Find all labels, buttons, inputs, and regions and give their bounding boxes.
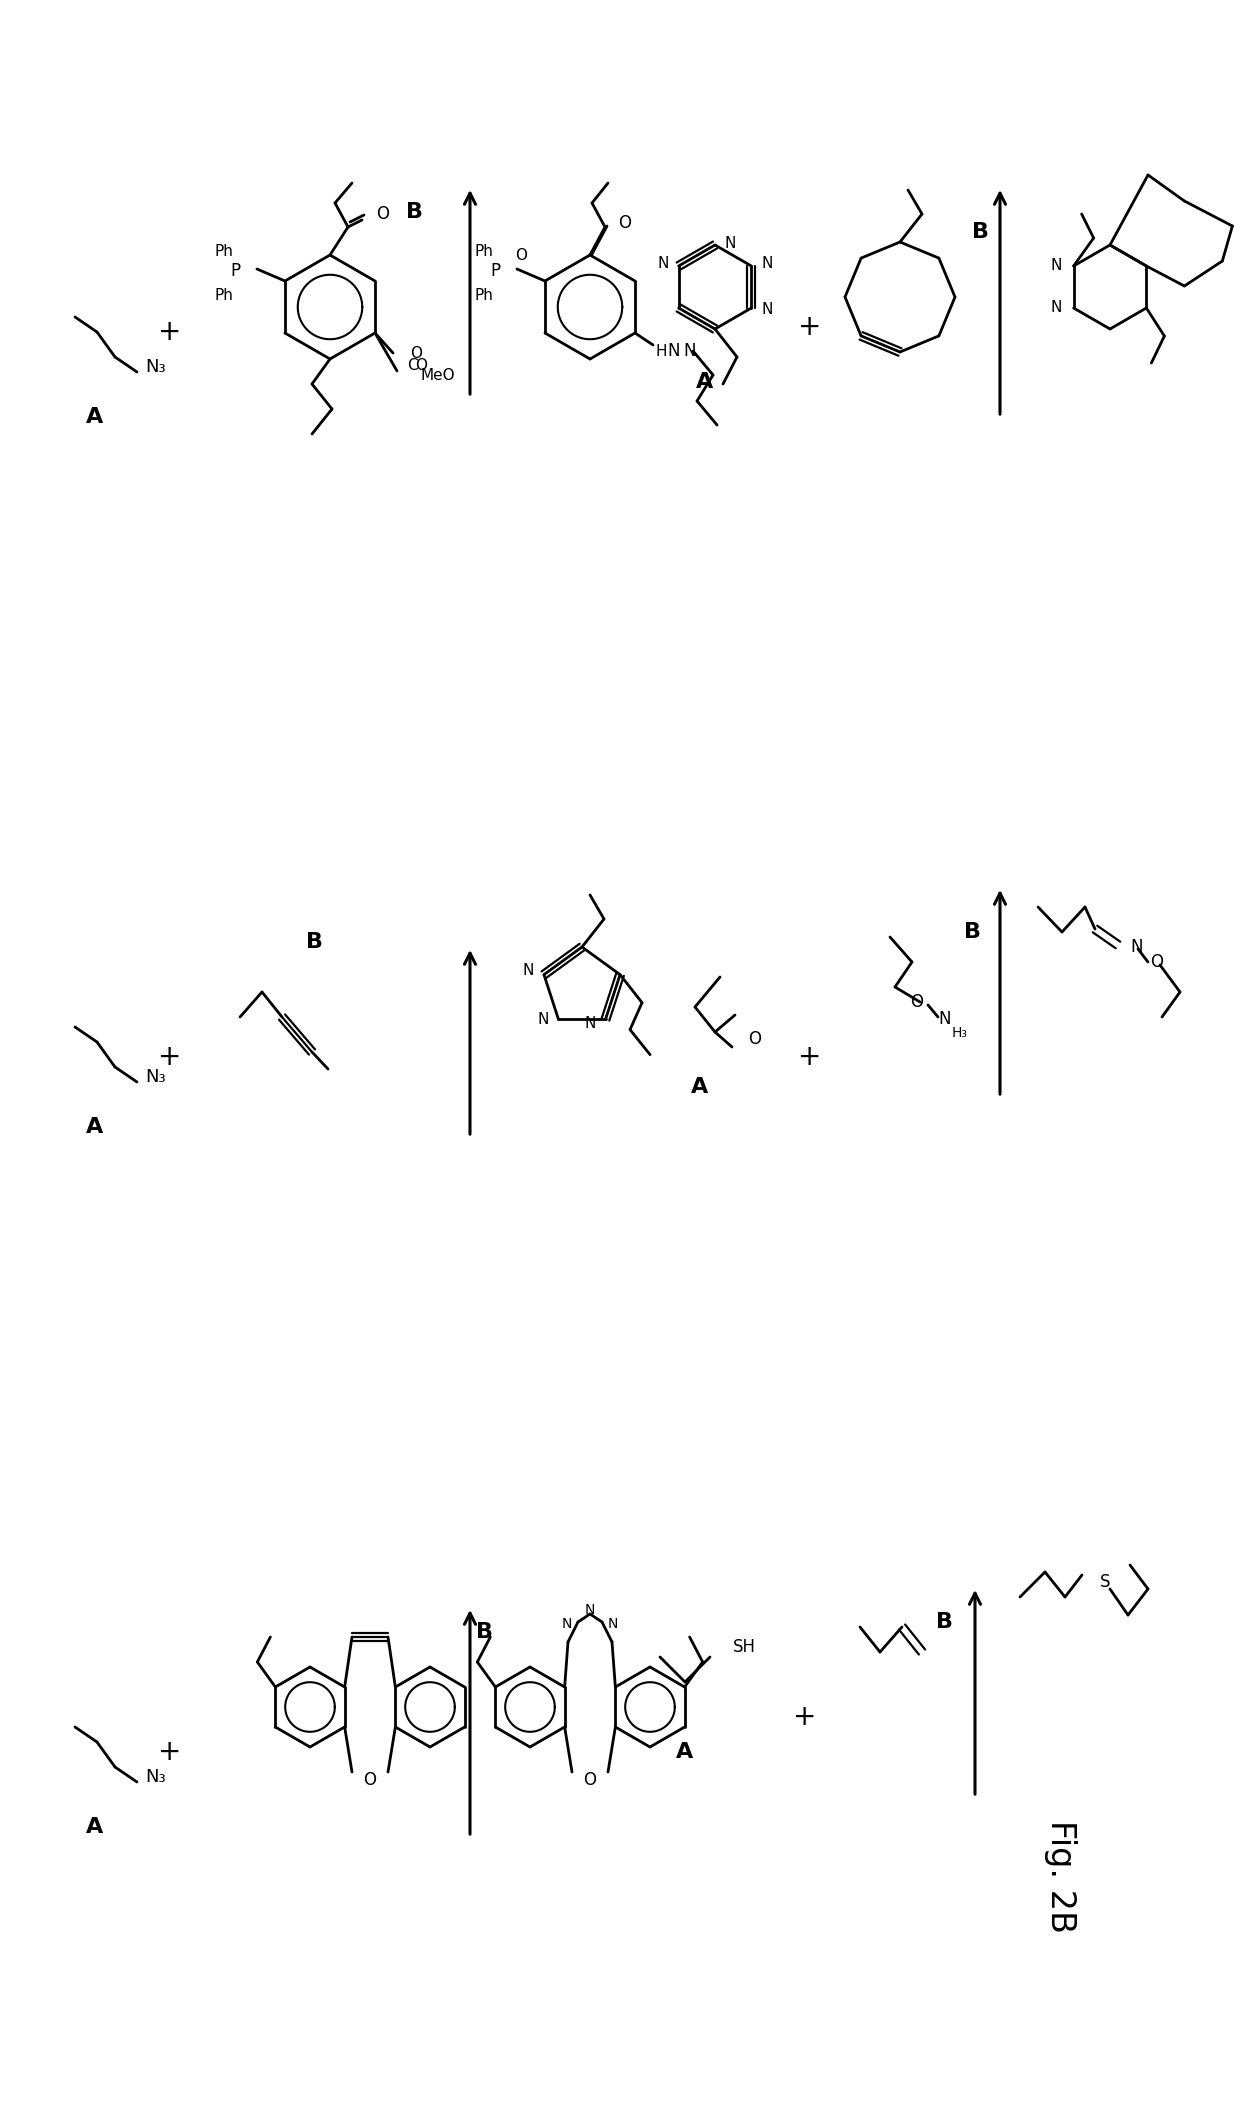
Text: N: N (585, 1604, 595, 1617)
Text: N: N (761, 302, 773, 317)
Text: O: O (410, 345, 422, 359)
Text: B: B (963, 921, 981, 942)
Text: N: N (1050, 259, 1061, 274)
Text: N: N (725, 236, 737, 251)
Text: N: N (537, 1012, 548, 1027)
Text: S: S (1100, 1574, 1111, 1591)
Text: N: N (562, 1617, 572, 1631)
Text: C: C (407, 357, 418, 372)
Text: O: O (515, 249, 527, 264)
Text: O: O (1149, 953, 1163, 972)
Text: N₃: N₃ (145, 357, 166, 376)
Text: N: N (937, 1010, 951, 1027)
Text: N: N (1130, 938, 1142, 955)
Text: O: O (910, 993, 923, 1010)
Text: N₃: N₃ (145, 1768, 166, 1787)
Text: N₃: N₃ (145, 1068, 166, 1087)
Text: Ph: Ph (474, 242, 494, 259)
Text: A: A (87, 406, 104, 428)
Text: H: H (655, 342, 667, 359)
Text: MeO: MeO (420, 368, 455, 383)
Text: A: A (697, 372, 714, 391)
Text: SH: SH (733, 1638, 756, 1657)
Text: B: B (971, 221, 988, 242)
Text: H₃: H₃ (952, 1025, 968, 1040)
Text: O: O (584, 1772, 596, 1789)
Text: N: N (1050, 300, 1061, 315)
Text: A: A (87, 1117, 104, 1138)
Text: N: N (683, 342, 696, 359)
Text: +: + (799, 313, 822, 340)
Text: P: P (491, 262, 501, 281)
Text: Fig. 2B: Fig. 2B (1044, 1821, 1076, 1933)
Text: B: B (306, 932, 324, 953)
Text: B: B (407, 202, 424, 221)
Text: Ph: Ph (474, 287, 494, 302)
Text: O: O (363, 1772, 377, 1789)
Text: Ph: Ph (215, 242, 233, 259)
Text: A: A (676, 1742, 693, 1761)
Text: B: B (936, 1612, 954, 1631)
Text: +: + (159, 319, 182, 347)
Text: B: B (476, 1623, 494, 1642)
Text: +: + (799, 1042, 822, 1072)
Text: N: N (608, 1617, 619, 1631)
Text: P: P (231, 262, 241, 281)
Text: +: + (159, 1738, 182, 1765)
Text: N: N (522, 964, 534, 978)
Text: A: A (87, 1816, 104, 1838)
Text: O: O (618, 215, 631, 232)
Text: N: N (657, 257, 668, 272)
Text: N: N (667, 342, 680, 359)
Text: O: O (415, 357, 427, 372)
Text: O: O (748, 1029, 761, 1049)
Text: N: N (584, 1017, 595, 1032)
Text: O: O (376, 204, 389, 223)
Text: Ph: Ph (215, 287, 233, 302)
Text: N: N (761, 257, 773, 272)
Text: +: + (794, 1704, 817, 1731)
Text: +: + (159, 1042, 182, 1072)
Text: A: A (692, 1076, 708, 1098)
